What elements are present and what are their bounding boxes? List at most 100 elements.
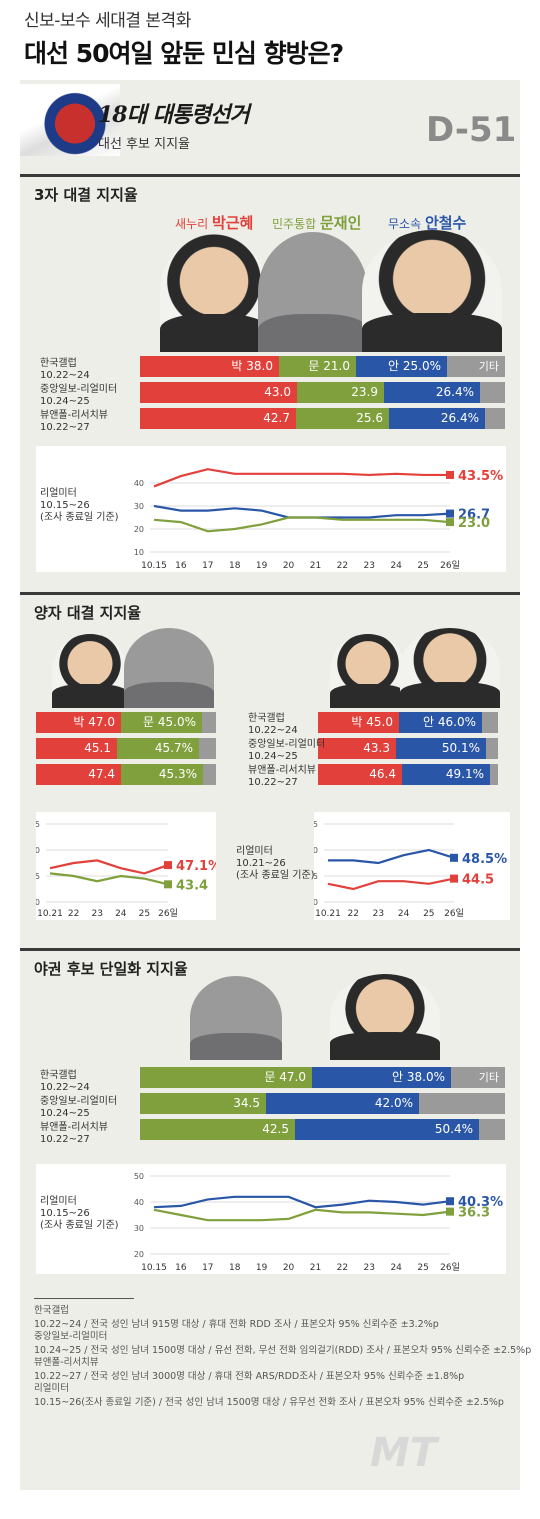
bar-박근혜: 46.4 <box>318 764 402 785</box>
poll-label: 한국갤럽 10.22~24 <box>40 358 90 381</box>
series-end-marker <box>446 509 454 518</box>
x-tick-label: 24 <box>390 1263 402 1273</box>
y-tick-label: 50 <box>134 1172 144 1181</box>
x-tick-label: 18 <box>229 1263 241 1273</box>
realmeter-label-unification: 리얼미터 10.15~26 (조사 종료일 기준) <box>40 1196 119 1231</box>
series-end-marker <box>446 470 454 479</box>
bar-박근혜: 박 38.0 <box>140 356 279 377</box>
series-end-label: 36.3 <box>458 1206 490 1221</box>
y-tick-label: 40 <box>314 898 318 907</box>
bar-other <box>490 764 498 785</box>
series-end-label: 44.5 <box>462 873 494 888</box>
series-end-label: 43.4 <box>176 878 208 893</box>
x-tick-label: 19 <box>256 1263 268 1273</box>
line-chart-svg: 10 20 30 40 10.15 16 17 18 19 20 21 22 23 24 25 26일 43.5… <box>134 468 503 571</box>
x-tick-label: 21 <box>310 561 321 571</box>
bar-안철수: 50.4% <box>295 1119 479 1140</box>
bar-other <box>485 408 505 429</box>
x-tick-label: 20 <box>283 561 295 571</box>
bar-안철수: 안 46.0% <box>399 712 482 733</box>
footnote: 리얼미터 10.15~26(조사 종료일 기준) / 전국 성인 남녀 1500명… <box>34 1383 504 1408</box>
series-end-marker <box>446 518 454 527</box>
park-portrait <box>160 234 268 352</box>
bar-other <box>480 382 505 403</box>
x-tick-label: 10.15 <box>141 561 167 571</box>
poll-label: 중앙일보-리얼미터 10.24~25 <box>248 739 326 762</box>
x-tick-label: 22 <box>337 1263 348 1273</box>
x-tick-label: 25 <box>417 561 428 571</box>
series-end-marker <box>446 1197 454 1206</box>
flag-graphic <box>20 84 120 156</box>
bar-안철수: 42.0% <box>266 1093 419 1114</box>
section-title-2way: 양자 대결 지지율 <box>34 604 142 622</box>
bar-문재인: 문 21.0 <box>279 356 356 377</box>
footnote: 중앙일보-리얼미터 10.24~25 / 전국 성인 남녀 1500명 대상 / … <box>34 1331 532 1356</box>
bar-박근혜: 박 47.0 <box>36 712 121 733</box>
realmeter-park-moon-chart: 40 45 50 55 10.21 22 23 24 25 26일 47.1% 43.4 <box>30 812 221 920</box>
x-tick-label: 23 <box>364 1263 375 1273</box>
series-end-label: 47.1% <box>176 859 216 874</box>
series-line-안철수 <box>328 848 455 865</box>
bar-박근혜: 42.7 <box>140 408 296 429</box>
bar-문재인: 34.5 <box>140 1093 266 1114</box>
poll-label: 중앙일보-리얼미터 10.24~25 <box>40 1096 118 1119</box>
y-tick-label: 50 <box>36 846 40 855</box>
x-tick-label: 16 <box>175 561 187 571</box>
series-end-label: 23.0 <box>458 516 490 531</box>
x-tick-label: 22 <box>337 561 348 571</box>
series-line-박근혜 <box>153 468 450 488</box>
bar-other: 기타 <box>451 1067 505 1088</box>
series-end-label: 43.5% <box>458 469 503 484</box>
section-title-unification: 야권 후보 단일화 지지율 <box>34 960 188 978</box>
footnote: 뷰앤폴-리서치뷰 10.22~27 / 전국 성인 남녀 3000명 대상 / 휴… <box>34 1357 465 1382</box>
bar-other <box>486 738 498 759</box>
x-tick-label: 10.15 <box>141 1263 167 1273</box>
x-tick-label: 25 <box>423 909 434 919</box>
moon-portrait <box>258 232 368 352</box>
series-end-marker <box>450 853 458 862</box>
bar-문재인: 문 47.0 <box>140 1067 312 1088</box>
bar-문재인: 문 45.0% <box>121 712 202 733</box>
moon-portrait <box>124 628 214 708</box>
bar-other <box>419 1093 505 1114</box>
x-tick-label: 22 <box>68 909 79 919</box>
x-tick-label: 10.21 <box>37 909 63 919</box>
x-tick-label: 24 <box>398 909 410 919</box>
x-tick-label: 26일 <box>158 908 178 919</box>
footnote: 한국갤럽 10.22~24 / 전국 성인 남녀 915명 대상 / 휴대 전화 … <box>34 1305 439 1330</box>
brand-subtitle: 대선 후보 지지율 <box>98 137 190 152</box>
dday-badge: D-51 <box>426 110 517 150</box>
y-tick-label: 40 <box>134 479 144 488</box>
park-portrait <box>330 634 406 708</box>
series-end-marker <box>446 1207 454 1216</box>
bar-other <box>199 738 216 759</box>
bar-박근혜: 43.0 <box>140 382 297 403</box>
bar-안철수: 26.4% <box>384 382 480 403</box>
realmeter-unification-chart: 20 30 40 50 10.15 16 17 18 19 20 21 22 23 24 25 26일 40.3… <box>36 1164 506 1274</box>
mt-logo: MT <box>370 1430 438 1476</box>
y-tick-label: 20 <box>134 1250 144 1259</box>
bar-other: 기타 <box>447 356 505 377</box>
x-tick-label: 23 <box>91 909 102 919</box>
poll-label: 한국갤럽 10.22~24 <box>248 713 298 736</box>
bar-문재인: 45.3% <box>121 764 203 785</box>
series-line-안철수 <box>153 504 451 519</box>
x-tick-label: 23 <box>373 909 384 919</box>
brand-title: 18대 대통령선거 <box>98 102 250 128</box>
x-tick-label: 24 <box>115 909 127 919</box>
realmeter-label-3way: 리얼미터 10.15~26 (조사 종료일 기준) <box>40 488 119 523</box>
poll-label: 중앙일보-리얼미터 10.24~25 <box>40 384 118 407</box>
bar-안철수: 안 25.0% <box>356 356 447 377</box>
series-end-label: 26.7 <box>458 508 490 523</box>
x-tick-label: 17 <box>202 1263 213 1273</box>
series-end-label: 48.5% <box>462 852 507 867</box>
ahn-portrait <box>400 628 500 708</box>
bar-안철수: 26.4% <box>389 408 485 429</box>
y-tick-label: 55 <box>36 820 40 829</box>
x-tick-label: 22 <box>347 909 358 919</box>
section-divider <box>20 174 520 177</box>
y-tick-label: 55 <box>314 820 318 829</box>
line-chart-svg: 20 30 40 50 10.15 16 17 18 19 20 21 22 23 24 25 26일 40.3… <box>134 1172 503 1273</box>
ahn-portrait <box>330 974 440 1060</box>
